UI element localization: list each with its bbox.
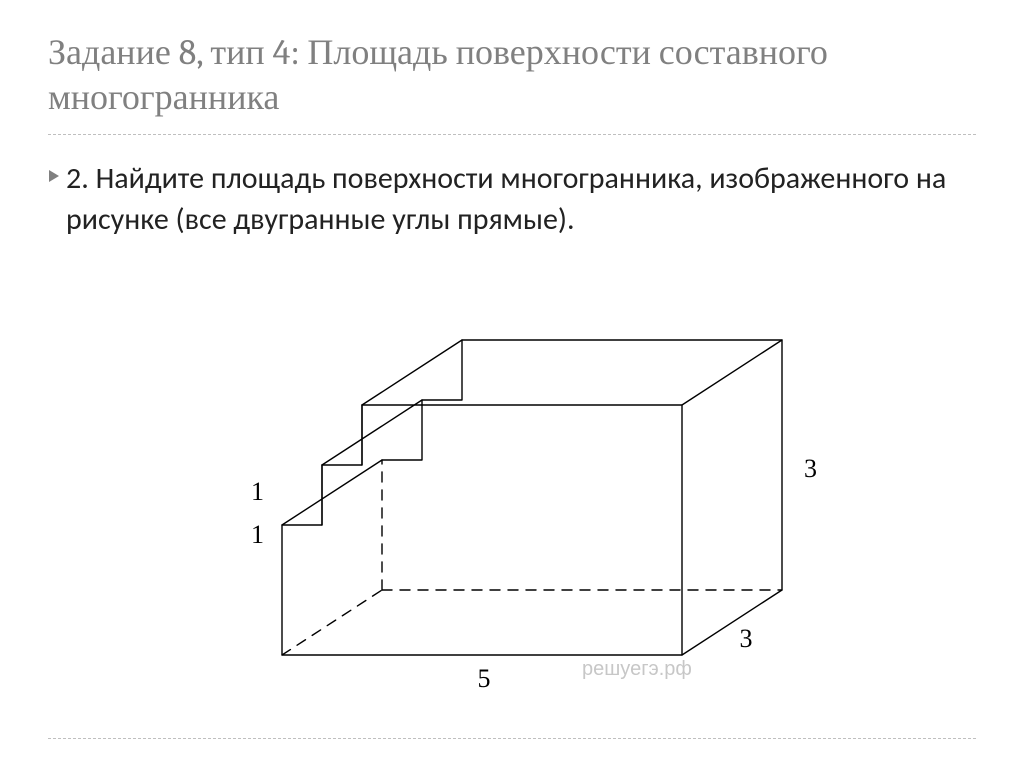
problem-body: Найдите площадь поверхности многогранник…	[66, 160, 946, 238]
label-height-right: 3	[804, 454, 817, 483]
problem-text: 2. Найдите площадь поверхности многогран…	[66, 159, 976, 240]
problem-block: 2. Найдите площадь поверхности многогран…	[48, 159, 976, 240]
label-step-top: 1	[251, 477, 264, 506]
bullet-icon	[48, 169, 66, 183]
slide: Задание 8, тип 4: Площадь поверхности со…	[0, 0, 1024, 767]
title-block: Задание 8, тип 4: Площадь поверхности со…	[48, 30, 976, 135]
problem-number: 2.	[66, 160, 96, 197]
label-depth: 3	[740, 624, 753, 653]
footer-divider	[48, 738, 976, 739]
slide-title: Задание 8, тип 4: Площадь поверхности со…	[48, 30, 976, 120]
label-width: 5	[478, 664, 491, 693]
label-step-bottom: 1	[251, 520, 264, 549]
hidden-edges	[282, 460, 782, 655]
solid-edges	[282, 340, 782, 655]
figure: 5 3 3 1 1 решуегэ.рф	[0, 295, 1024, 715]
watermark: решуегэ.рф	[582, 658, 692, 681]
